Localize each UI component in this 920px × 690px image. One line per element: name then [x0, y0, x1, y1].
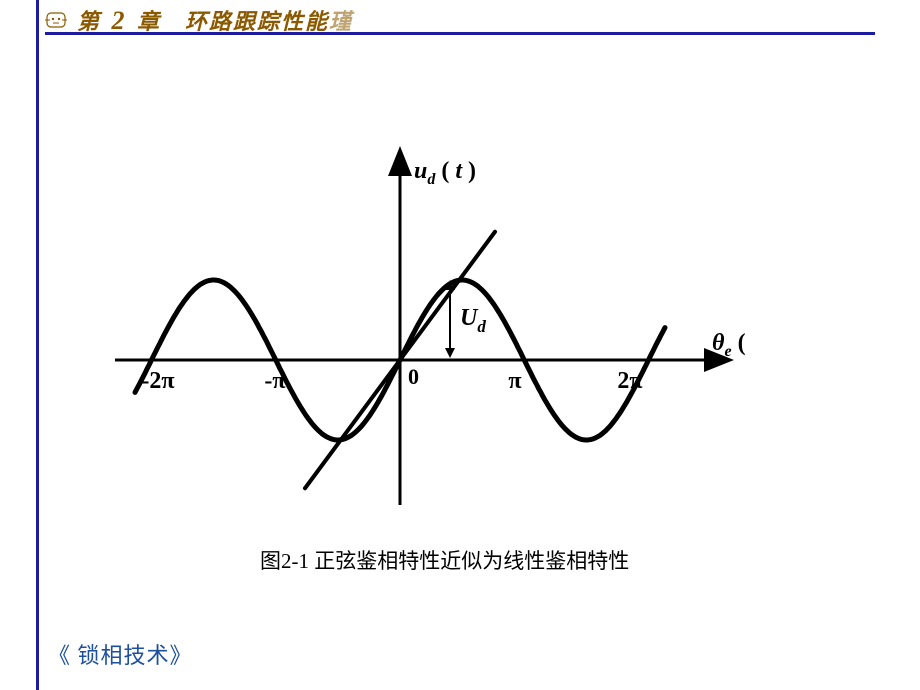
svg-text:2π: 2π [617, 368, 642, 394]
header-icon [45, 9, 67, 31]
figure-caption: 图2-1 正弦鉴相特性近似为线性鉴相特性 [260, 545, 629, 575]
svg-text:-π: -π [264, 368, 285, 394]
sine-diagram: 0 -2π -π π 2π ud ( t ) θe ( t ) Ud [110, 140, 750, 510]
svg-text:0: 0 [408, 364, 419, 389]
svg-text:Ud: Ud [460, 305, 486, 336]
chapter-header: 第 2 章 环路跟踪性能瑾 [45, 5, 875, 35]
chapter-extra: 瑾 [329, 9, 353, 34]
svg-text:π: π [508, 368, 521, 394]
svg-text:ud ( t ): ud ( t ) [414, 158, 476, 188]
chapter-prefix: 第 [77, 9, 101, 34]
header-underline [45, 32, 875, 35]
chapter-suffix: 章 环路跟踪性能 [137, 9, 329, 34]
svg-text:θe ( t ): θe ( t ) [712, 330, 750, 360]
left-border [36, 0, 39, 690]
svg-text:-2π: -2π [141, 368, 174, 394]
chapter-number: 2 [112, 6, 127, 35]
footer-book-title: 《 锁相技术》 [48, 638, 193, 670]
